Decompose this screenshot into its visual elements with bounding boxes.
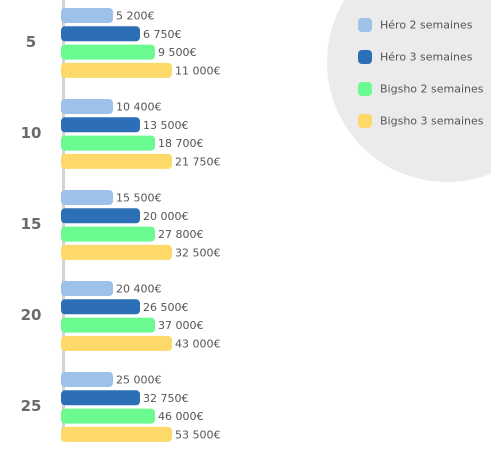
legend-swatch[interactable]: [358, 18, 372, 32]
bar[interactable]: [61, 335, 172, 351]
bars-group: [61, 8, 172, 442]
bar[interactable]: [61, 408, 155, 424]
value-label: 6 750€: [143, 28, 182, 41]
legend-swatch[interactable]: [358, 50, 372, 64]
bar[interactable]: [61, 244, 172, 260]
bar[interactable]: [61, 299, 140, 315]
bar[interactable]: [61, 135, 155, 151]
bar[interactable]: [61, 8, 113, 23]
value-label: 27 800€: [158, 228, 204, 241]
value-label: 32 750€: [143, 392, 189, 405]
bar[interactable]: [61, 190, 113, 205]
value-label: 25 000€: [116, 374, 162, 387]
bar[interactable]: [61, 99, 113, 114]
legend-label[interactable]: Bigsho 2 semaines: [380, 83, 484, 96]
value-labels: 5 200€ 6 750€ 9 500€ 11 000€ 10 400€ 13 500€ 1…: [116, 10, 221, 442]
value-label: 5 200€: [116, 10, 155, 23]
value-label: 26 500€: [143, 301, 189, 314]
value-label: 9 500€: [158, 46, 197, 59]
category-label: 15: [21, 215, 42, 233]
category-label: 20: [21, 306, 42, 324]
legend[interactable]: Héro 2 semaines Héro 3 semaines Bigsho 2 s…: [358, 18, 484, 128]
legend-swatch[interactable]: [358, 82, 372, 96]
value-label: 43 000€: [175, 337, 221, 350]
legend-background: [327, 0, 491, 182]
value-label: 18 700€: [158, 137, 204, 150]
bar[interactable]: [61, 44, 155, 60]
value-label: 32 500€: [175, 246, 221, 259]
bar[interactable]: [61, 26, 140, 42]
legend-label[interactable]: Bigsho 3 semaines: [380, 115, 484, 128]
value-label: 46 000€: [158, 410, 204, 423]
value-label: 37 000€: [158, 319, 204, 332]
bar[interactable]: [61, 226, 155, 242]
legend-swatch[interactable]: [358, 114, 372, 128]
value-label: 20 000€: [143, 210, 189, 223]
value-label: 21 750€: [175, 155, 221, 168]
legend-label[interactable]: Héro 2 semaines: [380, 19, 473, 32]
bar[interactable]: [61, 62, 172, 78]
bar[interactable]: [61, 153, 172, 169]
value-label: 13 500€: [143, 119, 189, 132]
value-label: 15 500€: [116, 192, 162, 205]
bar[interactable]: [61, 317, 155, 333]
category-label: 10: [21, 124, 42, 142]
category-label: 25: [21, 397, 42, 415]
bar[interactable]: [61, 117, 140, 133]
bar[interactable]: [61, 372, 113, 387]
value-label: 20 400€: [116, 283, 162, 296]
value-label: 10 400€: [116, 101, 162, 114]
value-label: 11 000€: [175, 64, 221, 77]
legend-label[interactable]: Héro 3 semaines: [380, 51, 473, 64]
bar[interactable]: [61, 390, 140, 406]
bar[interactable]: [61, 426, 172, 442]
value-label: 53 500€: [175, 428, 221, 441]
category-label: 5: [26, 33, 36, 51]
category-labels: 5 10 15 20 25: [21, 33, 42, 415]
bar[interactable]: [61, 281, 113, 296]
bar[interactable]: [61, 208, 140, 224]
